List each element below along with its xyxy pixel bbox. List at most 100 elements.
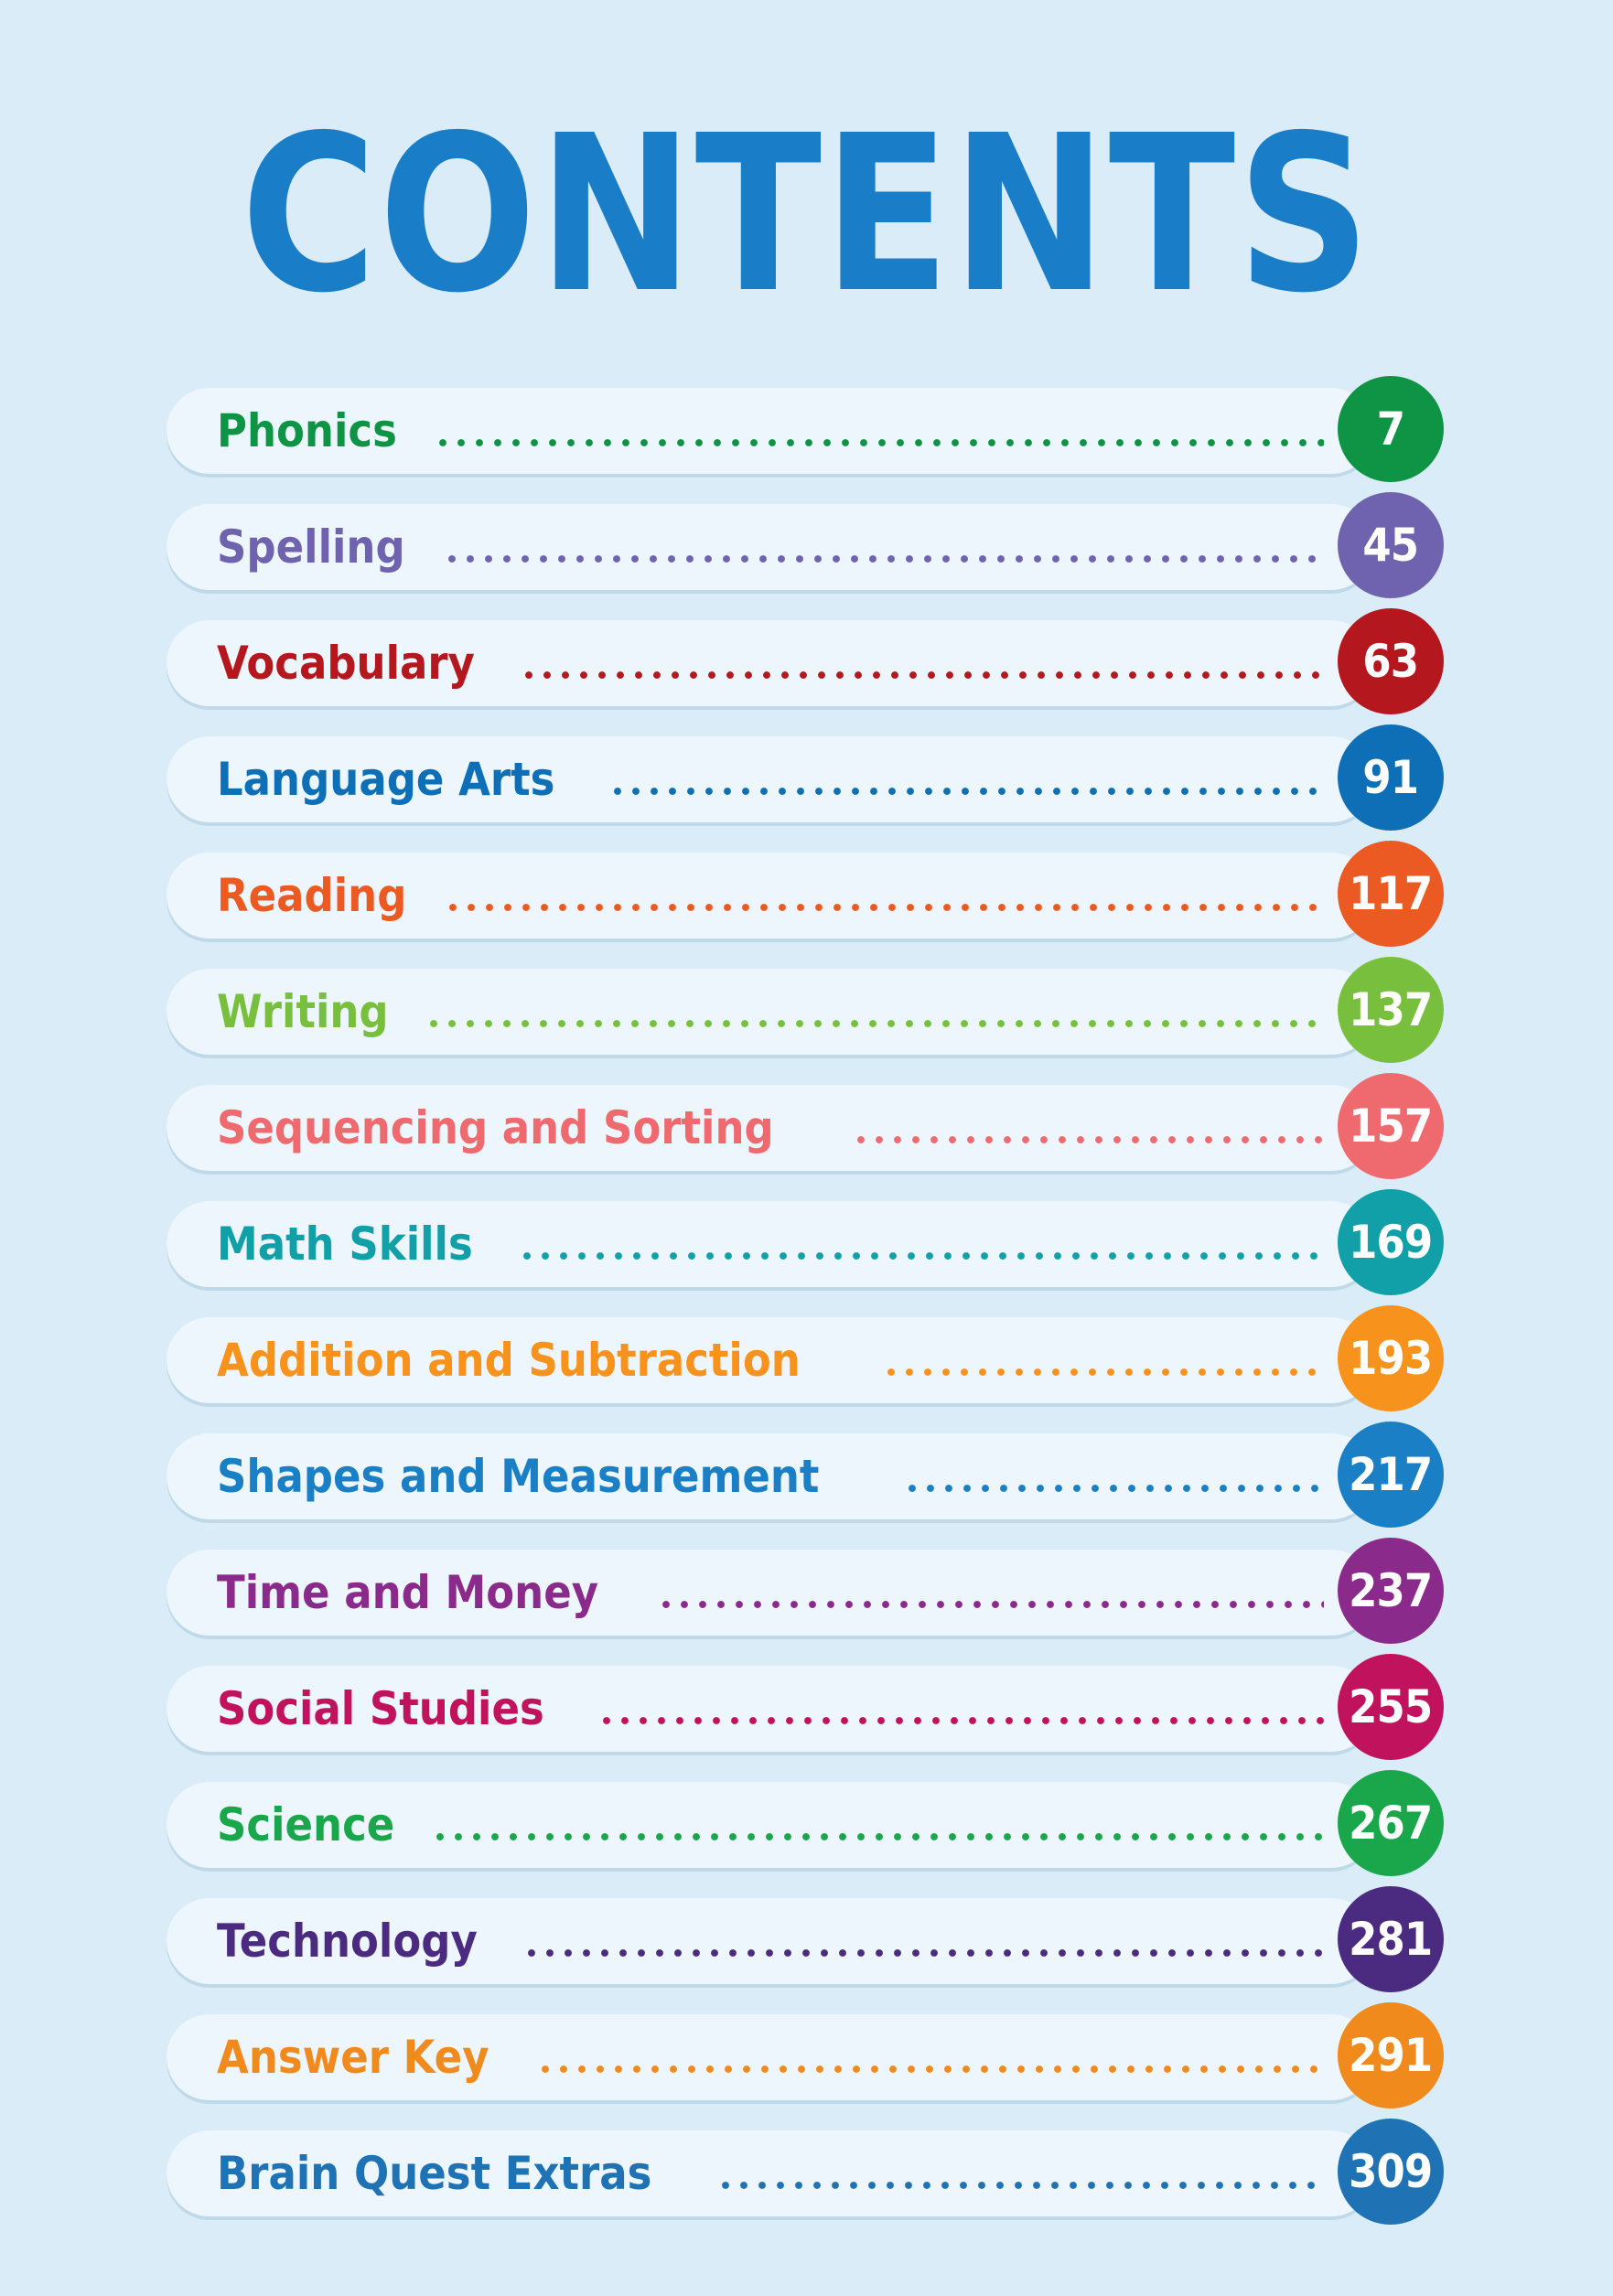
toc-entry[interactable]: Technology 281	[167, 1886, 1446, 2011]
toc-entry-line: Addition and Subtraction	[217, 1317, 1324, 1403]
toc-entry-line: Science	[217, 1782, 1324, 1868]
toc-entry-line: Sequencing and Sorting	[217, 1085, 1324, 1171]
toc-entry-line: Math Skills	[217, 1201, 1324, 1287]
page-number: 237	[1349, 1564, 1433, 1617]
dot-leader	[602, 1717, 1324, 1724]
toc-entry[interactable]: Reading 117	[167, 841, 1446, 965]
page-number-badge: 193	[1338, 1305, 1444, 1411]
toc-entry[interactable]: Phonics 7	[167, 376, 1446, 500]
table-of-contents: Phonics 7 Spelling 45 Vocabulary 63 Language A…	[167, 376, 1446, 2243]
dot-leader	[525, 671, 1324, 679]
toc-entry-background	[167, 1201, 1374, 1287]
toc-entry[interactable]: Brain Quest Extras 309	[167, 2119, 1446, 2243]
toc-entry-label: Language Arts	[217, 753, 555, 806]
dot-leader	[528, 1949, 1324, 1957]
toc-entry[interactable]: Writing 137	[167, 957, 1446, 1081]
toc-entry[interactable]: Answer Key 291	[167, 2002, 1446, 2127]
page-number-badge: 63	[1338, 608, 1444, 714]
page-number-badge: 7	[1338, 376, 1444, 482]
page-number: 281	[1349, 1913, 1433, 1966]
page-number-badge: 157	[1338, 1073, 1444, 1179]
page-number-badge: 117	[1338, 841, 1444, 947]
toc-entry-line: Language Arts	[217, 736, 1324, 822]
page-number: 91	[1362, 751, 1420, 804]
toc-entry[interactable]: Shapes and Measurement 217	[167, 1422, 1446, 1546]
toc-entry-background	[167, 969, 1374, 1055]
toc-entry[interactable]: Social Studies 255	[167, 1654, 1446, 1778]
toc-entry-background	[167, 736, 1374, 822]
toc-entry-background	[167, 1317, 1374, 1403]
dot-leader	[908, 1485, 1324, 1492]
page-number: 117	[1349, 867, 1433, 920]
toc-entry-background	[167, 620, 1374, 706]
toc-entry[interactable]: Sequencing and Sorting 157	[167, 1073, 1446, 1197]
toc-entry-line: Shapes and Measurement	[217, 1433, 1324, 1519]
toc-entry-background	[167, 1666, 1374, 1752]
toc-entry-label: Sequencing and Sorting	[217, 1101, 774, 1154]
page-number: 309	[1349, 2145, 1433, 2198]
page-number: 291	[1349, 2029, 1433, 2082]
page-number: 267	[1349, 1797, 1433, 1850]
toc-entry-line: Writing	[217, 969, 1324, 1055]
toc-entry-line: Reading	[217, 853, 1324, 939]
toc-entry-label: Addition and Subtraction	[217, 1334, 801, 1387]
dot-leader	[662, 1601, 1324, 1608]
toc-entry[interactable]: Spelling 45	[167, 492, 1446, 617]
page-number-badge: 267	[1338, 1770, 1444, 1876]
toc-entry[interactable]: Time and Money 237	[167, 1538, 1446, 1662]
page-number-badge: 237	[1338, 1538, 1444, 1644]
toc-entry[interactable]: Addition and Subtraction 193	[167, 1305, 1446, 1430]
toc-entry[interactable]: Language Arts 91	[167, 724, 1446, 849]
page-number: 217	[1349, 1448, 1433, 1501]
toc-entry-background	[167, 2014, 1374, 2100]
toc-entry[interactable]: Science 267	[167, 1770, 1446, 1894]
toc-entry-background	[167, 1898, 1374, 1984]
toc-entry-background	[167, 1782, 1374, 1868]
toc-entry-label: Science	[217, 1798, 395, 1851]
page-number: 255	[1349, 1680, 1433, 1733]
dot-leader	[887, 1368, 1324, 1376]
page-number-badge: 45	[1338, 492, 1444, 598]
page-number-badge: 255	[1338, 1654, 1444, 1760]
toc-entry-line: Answer Key	[217, 2014, 1324, 2100]
toc-entry-line: Time and Money	[217, 1550, 1324, 1636]
toc-entry-background	[167, 2130, 1374, 2216]
dot-leader	[438, 439, 1324, 446]
toc-entry-background	[167, 504, 1374, 590]
toc-entry-line: Phonics	[217, 388, 1324, 474]
page-number: 45	[1362, 519, 1420, 572]
toc-entry-line: Vocabulary	[217, 620, 1324, 706]
toc-entry-line: Social Studies	[217, 1666, 1324, 1752]
toc-entry-label: Vocabulary	[217, 637, 475, 690]
dot-leader	[522, 1252, 1324, 1260]
toc-entry-label: Reading	[217, 869, 407, 922]
page-number-badge: 309	[1338, 2119, 1444, 2225]
dot-leader	[614, 788, 1324, 795]
page-number-badge: 217	[1338, 1422, 1444, 1528]
page-number: 137	[1349, 983, 1433, 1036]
toc-entry[interactable]: Vocabulary 63	[167, 608, 1446, 733]
page-number-badge: 291	[1338, 2002, 1444, 2108]
toc-entry-line: Technology	[217, 1898, 1324, 1984]
toc-entry-label: Answer Key	[217, 2031, 489, 2084]
toc-entry-background	[167, 1550, 1374, 1636]
toc-entry-line: Spelling	[217, 504, 1324, 590]
toc-entry-label: Social Studies	[217, 1682, 544, 1735]
page-number: 169	[1349, 1216, 1433, 1269]
toc-entry-label: Writing	[217, 985, 389, 1038]
dot-leader	[436, 1833, 1324, 1840]
toc-entry-label: Phonics	[217, 404, 397, 457]
page-number-badge: 169	[1338, 1189, 1444, 1295]
toc-entry-label: Shapes and Measurement	[217, 1450, 820, 1503]
dot-leader	[722, 2182, 1324, 2189]
toc-entry-label: Technology	[217, 1915, 478, 1968]
dot-leader	[447, 555, 1324, 563]
toc-entry[interactable]: Math Skills 169	[167, 1189, 1446, 1314]
toc-entry-label: Brain Quest Extras	[217, 2147, 652, 2200]
page-title: CONTENTS	[241, 89, 1372, 340]
page-number: 157	[1349, 1100, 1433, 1153]
page-number: 7	[1376, 402, 1405, 456]
page-number: 193	[1349, 1332, 1433, 1385]
dot-leader	[449, 904, 1324, 911]
